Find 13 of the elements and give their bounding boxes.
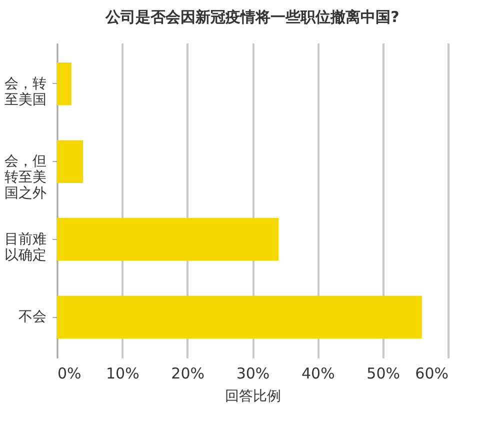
- x-tick-label: 50%: [366, 364, 400, 382]
- x-tick-label: 10%: [106, 364, 140, 382]
- x-tick-label: 60%: [415, 364, 448, 382]
- x-tick-label: 0%: [58, 364, 82, 382]
- x-tick-label: 20%: [171, 364, 205, 382]
- y-tick-label: 会，但转至美国之外: [4, 154, 46, 202]
- x-tick-label: 30%: [236, 364, 270, 382]
- x-axis-title: 回答比例: [225, 388, 281, 404]
- y-tick-label: 目前难以确定: [4, 231, 46, 264]
- y-tick-label: 不会: [18, 309, 46, 326]
- chart-title: 公司是否会因新冠疫情将一些职位撤离中国?: [104, 8, 400, 26]
- y-tick-label: 会，转至美国: [4, 76, 46, 108]
- x-tick-label: 40%: [301, 364, 335, 382]
